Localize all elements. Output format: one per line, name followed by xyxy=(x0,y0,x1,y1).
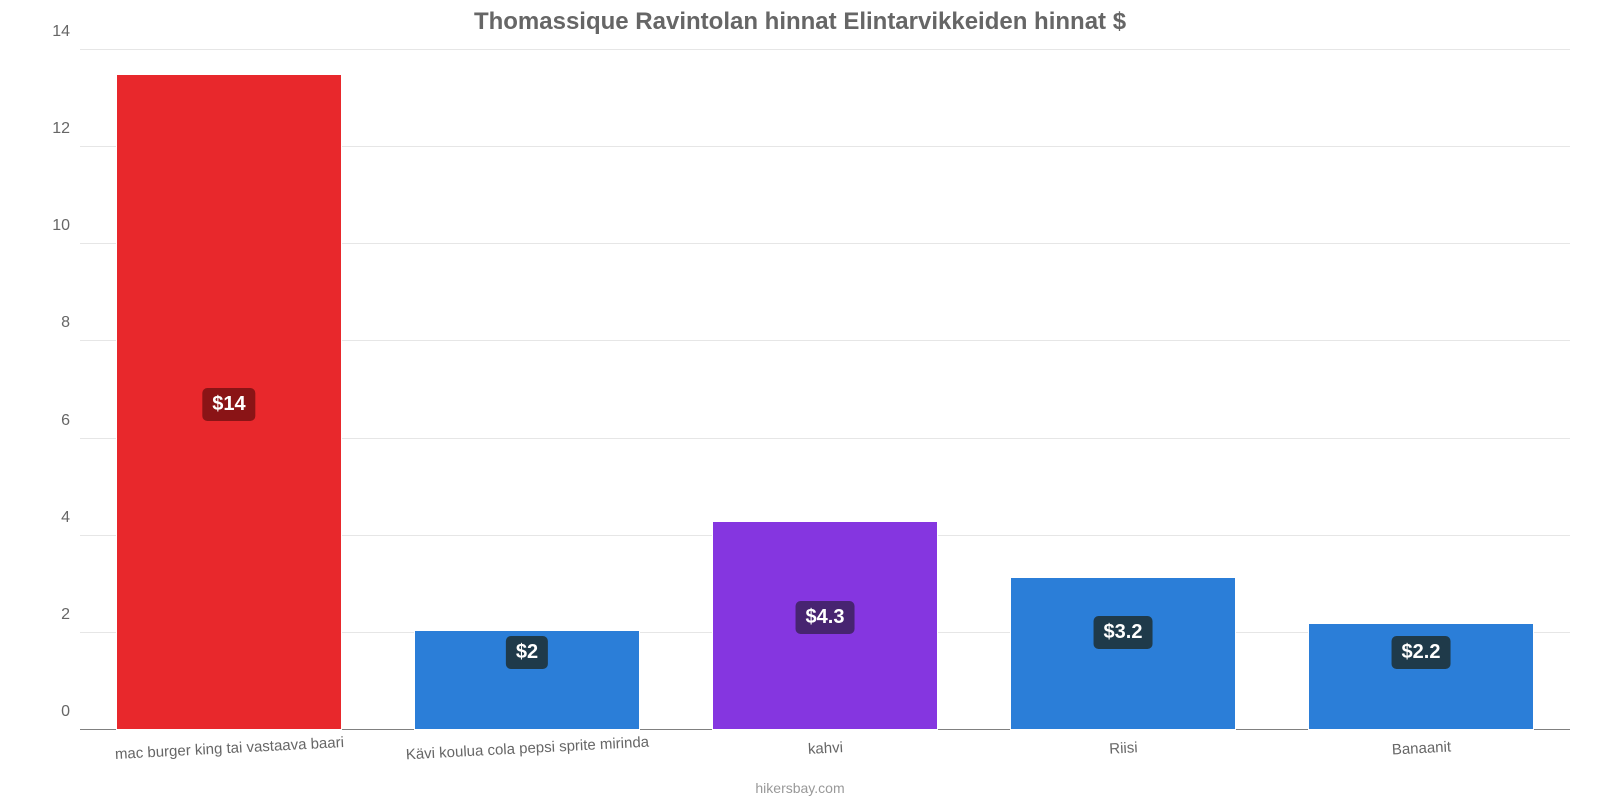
chart-credit: hikersbay.com xyxy=(0,780,1600,796)
x-category-label: Riisi xyxy=(1109,739,1138,757)
y-tick-label: 14 xyxy=(52,23,80,41)
chart-title: Thomassique Ravintolan hinnat Elintarvik… xyxy=(0,8,1600,36)
bar-value-label: $2.2 xyxy=(1392,636,1451,669)
y-tick-label: 10 xyxy=(52,217,80,235)
plot-area: 02468101214$14mac burger king tai vastaa… xyxy=(80,50,1570,730)
bar: $2.2 xyxy=(1308,623,1534,730)
bar: $2 xyxy=(414,630,640,730)
y-tick-label: 8 xyxy=(61,314,80,332)
x-category-label: mac burger king tai vastaava baari xyxy=(115,734,345,763)
bar: $3.2 xyxy=(1010,577,1236,730)
x-category-label: Banaanit xyxy=(1391,738,1451,758)
bar-value-label: $2 xyxy=(506,636,548,669)
bar-value-label: $14 xyxy=(202,388,255,421)
price-bar-chart: Thomassique Ravintolan hinnat Elintarvik… xyxy=(0,0,1600,800)
gridline xyxy=(80,49,1570,50)
x-category-label: Kävi koulua cola pepsi sprite mirinda xyxy=(405,734,649,764)
y-tick-label: 0 xyxy=(61,703,80,721)
y-tick-label: 4 xyxy=(61,509,80,527)
bar-value-label: $4.3 xyxy=(796,601,855,634)
y-tick-label: 12 xyxy=(52,120,80,138)
bar-value-label: $3.2 xyxy=(1094,616,1153,649)
bar: $14 xyxy=(116,74,342,730)
x-category-label: kahvi xyxy=(808,739,844,758)
bar: $4.3 xyxy=(712,521,938,730)
y-tick-label: 2 xyxy=(61,606,80,624)
y-tick-label: 6 xyxy=(61,412,80,430)
